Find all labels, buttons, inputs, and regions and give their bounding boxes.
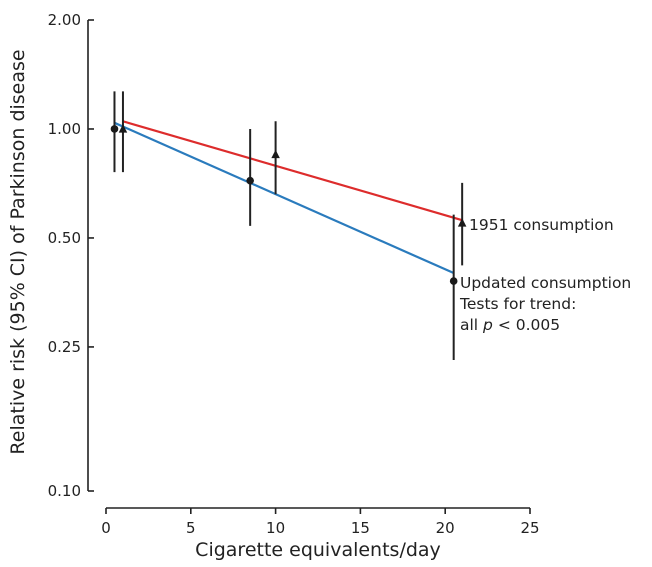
y-tick-label: 0.50: [48, 229, 81, 247]
y-axis-label: Relative risk (95% CI) of Parkinson dise…: [7, 49, 29, 454]
x-tick-label: 0: [101, 519, 111, 537]
y-tick-label: 2.00: [48, 11, 81, 29]
data-point-updated-consumption: [246, 176, 254, 185]
trend-line-updated-consumption: [114, 121, 455, 275]
x-axis-label: Cigarette equivalents/day: [195, 539, 441, 561]
trend-lines: [114, 120, 463, 275]
annotation-updated-consumption: Updated consumption: [460, 274, 631, 292]
x-tick-label: 10: [266, 519, 285, 537]
annotation-1951-consumption: 1951 consumption: [469, 216, 614, 234]
trend-prefix: all: [460, 316, 483, 334]
trend-suffix: < 0.005: [493, 316, 560, 334]
y-tick-label: 0.10: [48, 482, 81, 500]
annotation-trend-p: all p < 0.005: [460, 316, 560, 334]
x-tick-label: 5: [186, 519, 196, 537]
error-bars: [113, 91, 464, 361]
axes: 2.00 1.00 0.50 0.25 0.10 0 5 10 15 20 25: [48, 11, 540, 537]
data-point-1951-consumption: [118, 124, 128, 133]
data-point-1951-consumption: [457, 218, 467, 227]
trend-p: p: [482, 316, 493, 334]
annotation-tests-for-trend: Tests for trend:: [459, 295, 576, 313]
markers: [110, 124, 467, 285]
y-tick-label: 1.00: [48, 120, 81, 138]
data-point-updated-consumption: [449, 277, 458, 285]
y-tick-label: 0.25: [48, 338, 81, 356]
x-tick-label: 20: [436, 519, 455, 537]
x-tick-label: 15: [351, 519, 370, 537]
x-tick-label: 25: [520, 519, 539, 537]
data-point-updated-consumption: [110, 125, 119, 133]
data-point-1951-consumption: [271, 149, 280, 159]
trend-line-1951-consumption: [122, 120, 463, 222]
